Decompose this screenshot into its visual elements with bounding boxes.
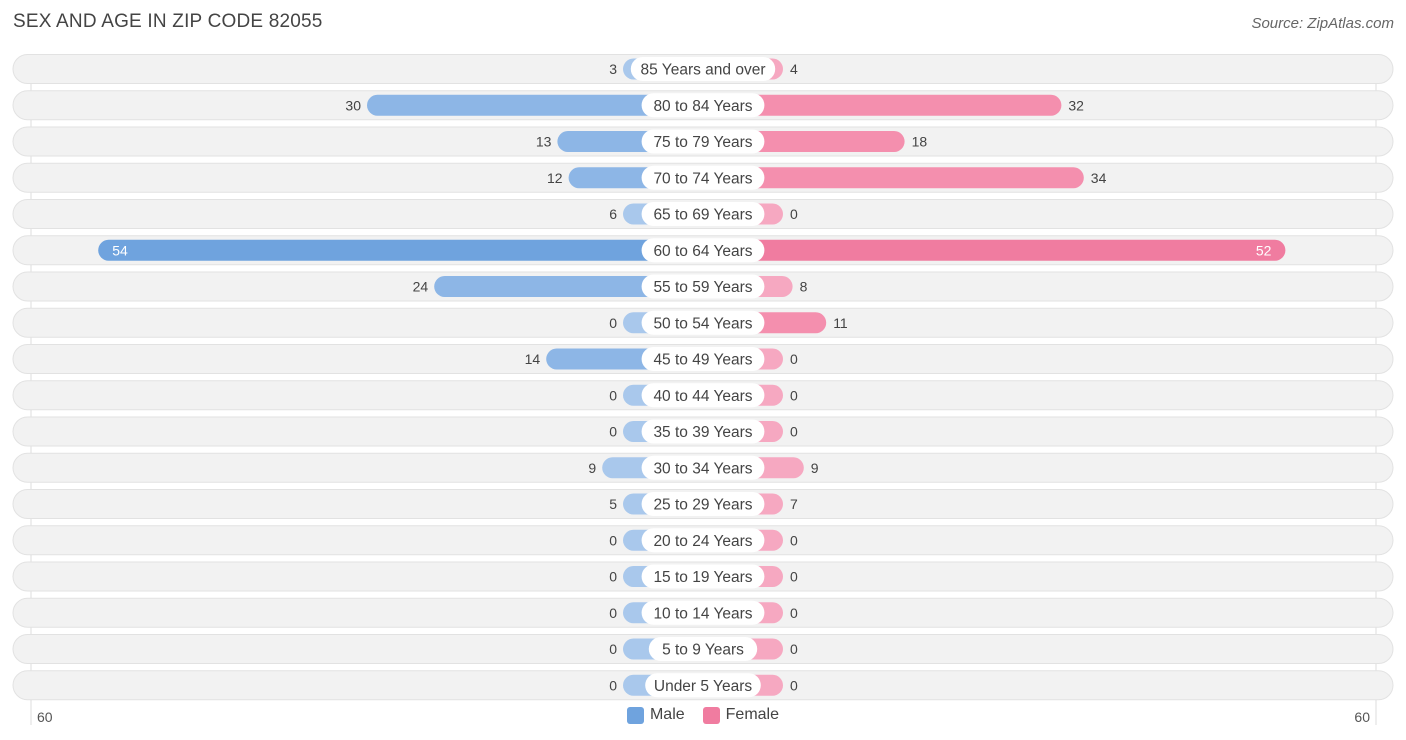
male-bar xyxy=(367,94,703,116)
female-value-label: 7 xyxy=(790,496,798,512)
male-value-label: 9 xyxy=(588,460,596,476)
category-label: Under 5 Years xyxy=(654,678,752,695)
female-bar xyxy=(703,239,1286,261)
male-value-label: 0 xyxy=(609,532,617,548)
category-label: 60 to 64 Years xyxy=(653,243,752,260)
male-value-label: 14 xyxy=(525,351,541,367)
category-label-bg xyxy=(641,492,765,516)
female-value-label: 0 xyxy=(790,387,798,403)
female-value-label: 0 xyxy=(790,532,798,548)
male-bar xyxy=(98,239,703,261)
category-label: 80 to 84 Years xyxy=(653,98,752,115)
category-label-bg xyxy=(641,238,765,263)
category-label-bg xyxy=(641,310,765,335)
male-value-label: 6 xyxy=(609,206,617,222)
female-swatch xyxy=(702,706,720,724)
male-swatch xyxy=(626,706,644,724)
legend-male-label: Male xyxy=(649,706,685,723)
female-value-label: 0 xyxy=(790,677,798,693)
category-label-bg xyxy=(641,347,765,371)
female-bar xyxy=(703,94,1062,116)
male-value-label: 0 xyxy=(609,605,617,621)
female-value-label: 8 xyxy=(800,279,808,295)
category-label-bg xyxy=(641,93,765,118)
axis-right-max-label: 60 xyxy=(1354,709,1370,725)
male-value-label: 0 xyxy=(609,641,617,657)
category-label: 10 to 14 Years xyxy=(653,605,752,622)
female-bar xyxy=(703,167,1084,189)
legend-item-female[interactable]: Female xyxy=(702,706,780,724)
category-label-bg xyxy=(641,129,765,154)
category-label: 20 to 24 Years xyxy=(653,533,752,550)
category-label-bg xyxy=(645,673,761,698)
category-label: 15 to 19 Years xyxy=(653,569,752,586)
female-value-label: 34 xyxy=(1091,170,1107,186)
category-label: 70 to 74 Years xyxy=(653,170,752,187)
male-value-label: 0 xyxy=(609,569,617,585)
female-value-label: 0 xyxy=(790,424,798,440)
category-label: 40 to 44 Years xyxy=(653,388,752,405)
female-value-label: 0 xyxy=(790,569,798,585)
category-label: 50 to 54 Years xyxy=(653,315,752,332)
male-value-label: 30 xyxy=(345,97,361,113)
category-label-bg xyxy=(641,419,765,444)
category-label-bg xyxy=(630,57,776,81)
male-value-label: 0 xyxy=(609,387,617,403)
male-value-label: 5 xyxy=(609,496,617,512)
category-label-bg xyxy=(641,600,765,625)
category-label-bg xyxy=(648,637,758,661)
category-label-bg xyxy=(641,564,765,589)
male-value-label: 12 xyxy=(547,170,563,186)
category-label-bg xyxy=(641,528,765,553)
category-label-bg xyxy=(641,274,765,299)
category-label: 5 to 9 Years xyxy=(662,642,744,659)
female-value-label: 18 xyxy=(912,134,928,150)
female-value-label: 0 xyxy=(790,351,798,367)
legend-item-male[interactable]: Male xyxy=(626,706,685,724)
male-value-label: 0 xyxy=(609,315,617,331)
axis-left-max-label: 60 xyxy=(37,709,53,725)
category-label: 55 to 59 Years xyxy=(653,279,752,296)
male-value-label: 0 xyxy=(609,677,617,693)
female-value-label: 0 xyxy=(790,605,798,621)
female-value-label: 9 xyxy=(811,460,819,476)
category-label: 65 to 69 Years xyxy=(653,207,752,224)
female-value-label: 32 xyxy=(1068,97,1084,113)
chart-title: SEX AND AGE IN ZIP CODE 82055 xyxy=(13,11,323,32)
female-value-label: 0 xyxy=(790,641,798,657)
male-value-label: 13 xyxy=(536,134,552,150)
legend: Male Female xyxy=(0,706,1406,724)
female-value-label: 0 xyxy=(790,206,798,222)
category-label: 25 to 29 Years xyxy=(653,497,752,514)
category-label-bg xyxy=(641,165,765,190)
female-value-label: 11 xyxy=(833,315,848,331)
male-value-label: 3 xyxy=(609,61,617,77)
category-label-bg xyxy=(641,383,765,408)
category-label: 35 to 39 Years xyxy=(653,424,752,441)
category-label: 75 to 79 Years xyxy=(653,134,752,151)
female-value-label: 52 xyxy=(1256,242,1272,258)
category-label: 85 Years and over xyxy=(641,62,766,79)
male-value-label: 0 xyxy=(609,424,617,440)
female-value-label: 4 xyxy=(790,61,798,77)
category-label: 30 to 34 Years xyxy=(653,460,752,477)
legend-female-label: Female xyxy=(725,706,780,723)
category-label-bg xyxy=(641,455,765,480)
source-label: Source: ZipAtlas.com xyxy=(1251,15,1394,32)
male-bar xyxy=(434,276,703,297)
category-label-bg xyxy=(641,202,765,226)
male-value-label: 24 xyxy=(413,279,429,295)
category-label: 45 to 49 Years xyxy=(653,352,752,369)
male-value-label: 54 xyxy=(112,242,128,258)
